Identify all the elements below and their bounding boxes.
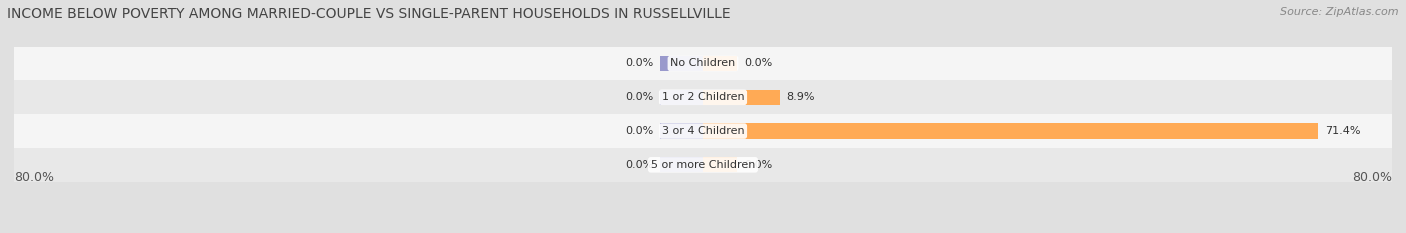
Bar: [659, 157, 703, 172]
Text: 0.0%: 0.0%: [624, 126, 652, 136]
Text: 0.0%: 0.0%: [624, 160, 652, 170]
Text: 5 or more Children: 5 or more Children: [651, 160, 755, 170]
Text: INCOME BELOW POVERTY AMONG MARRIED-COUPLE VS SINGLE-PARENT HOUSEHOLDS IN RUSSELL: INCOME BELOW POVERTY AMONG MARRIED-COUPL…: [7, 7, 731, 21]
Text: 8.9%: 8.9%: [786, 92, 815, 102]
Bar: [703, 123, 1317, 139]
Text: 0.0%: 0.0%: [624, 92, 652, 102]
Text: 0.0%: 0.0%: [624, 58, 652, 69]
Bar: [14, 148, 1392, 182]
Bar: [659, 123, 703, 139]
Bar: [703, 56, 738, 71]
Text: 1 or 2 Children: 1 or 2 Children: [662, 92, 744, 102]
Bar: [659, 90, 703, 105]
Text: 80.0%: 80.0%: [14, 171, 53, 185]
Text: Source: ZipAtlas.com: Source: ZipAtlas.com: [1281, 7, 1399, 17]
Text: 0.0%: 0.0%: [744, 160, 772, 170]
Bar: [14, 47, 1392, 80]
Bar: [14, 114, 1392, 148]
Bar: [14, 80, 1392, 114]
Text: 0.0%: 0.0%: [744, 58, 772, 69]
Bar: [659, 56, 703, 71]
Text: 3 or 4 Children: 3 or 4 Children: [662, 126, 744, 136]
Bar: [703, 157, 738, 172]
Text: 80.0%: 80.0%: [1353, 171, 1392, 185]
Text: 71.4%: 71.4%: [1324, 126, 1360, 136]
Text: No Children: No Children: [671, 58, 735, 69]
Bar: [703, 90, 780, 105]
